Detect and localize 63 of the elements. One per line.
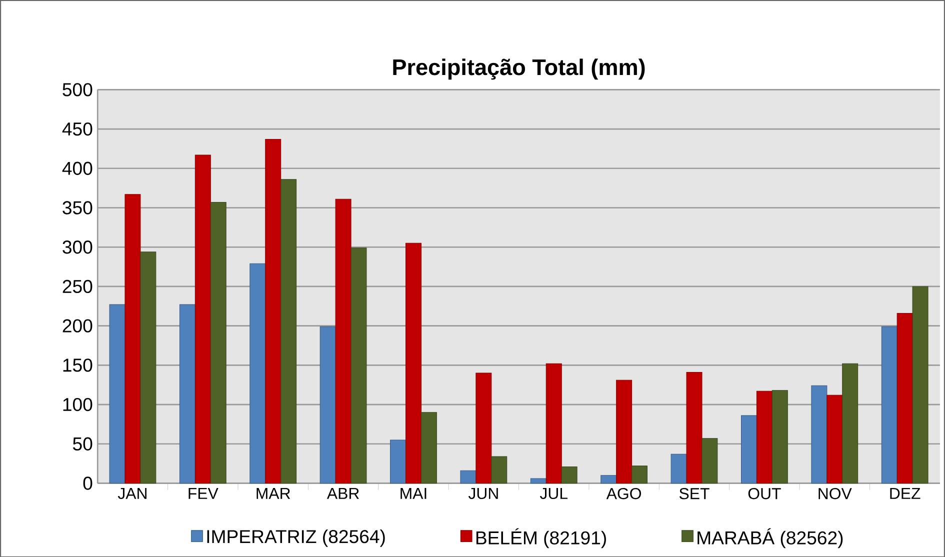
- bar: [390, 439, 406, 484]
- x-tick-label: JAN: [118, 488, 146, 499]
- bar: [561, 466, 578, 484]
- bar: [686, 372, 702, 484]
- bar: [210, 202, 226, 484]
- x-tick-label: AGO: [606, 488, 641, 499]
- legend-label: BELÉM (82191): [476, 528, 606, 548]
- bar: [320, 326, 336, 484]
- bar: [250, 263, 266, 484]
- bar: [476, 372, 492, 484]
- bar: [265, 138, 282, 484]
- y-tick-label: 250: [62, 280, 92, 293]
- bar: [179, 304, 196, 484]
- bar: [124, 194, 141, 484]
- y-tick-label: 450: [62, 122, 92, 136]
- y-tick-label: 500: [62, 82, 92, 96]
- bar: [491, 456, 508, 484]
- x-tick-label: MAR: [256, 488, 290, 499]
- bar: [194, 154, 211, 484]
- legend-label: IMPERATRIZ (82564): [207, 529, 385, 547]
- x-tick-label: NOV: [818, 488, 852, 499]
- bar: [896, 312, 913, 484]
- x-tick-label: MAI: [400, 488, 426, 499]
- bar: [280, 178, 297, 484]
- bar: [811, 385, 828, 484]
- chart-title: Precipitação Total (mm): [393, 58, 645, 80]
- y-tick-label: 400: [62, 162, 92, 175]
- x-tick-label: JUN: [468, 488, 498, 499]
- y-tick-label: 300: [62, 240, 92, 254]
- bar: [420, 412, 437, 484]
- bar: [616, 380, 632, 484]
- bar: [632, 465, 648, 484]
- bar: [460, 470, 476, 484]
- bar: [140, 251, 156, 484]
- bar: [530, 478, 546, 484]
- bar: [670, 454, 687, 484]
- bar: [826, 394, 843, 484]
- y-tick-label: 150: [63, 358, 92, 372]
- x-tick-label: DEZ: [890, 488, 920, 499]
- y-tick-label: 200: [62, 319, 92, 332]
- bar: [756, 390, 772, 484]
- bar: [842, 363, 858, 484]
- y-tick-label: 0: [83, 476, 92, 490]
- y-tick-label: 100: [63, 398, 92, 411]
- bar: [405, 242, 422, 484]
- legend-label: MARABÁ (82562): [698, 528, 843, 548]
- x-tick-label: ABR: [326, 488, 359, 499]
- bar: [702, 438, 718, 484]
- y-tick-label: 350: [62, 200, 92, 214]
- bar: [335, 198, 352, 484]
- x-tick-label: JUL: [540, 488, 568, 499]
- bar: [741, 415, 757, 484]
- x-tick-label: FEV: [188, 488, 218, 499]
- bar: [546, 363, 562, 484]
- bar: [881, 326, 898, 484]
- y-tick-label: 50: [73, 437, 92, 450]
- bar: [350, 247, 367, 484]
- bar: [109, 304, 126, 484]
- x-tick-label: SET: [679, 488, 710, 499]
- bar: [772, 390, 788, 484]
- x-tick-label: OUT: [748, 488, 781, 499]
- bar: [600, 474, 617, 484]
- bar: [912, 286, 928, 484]
